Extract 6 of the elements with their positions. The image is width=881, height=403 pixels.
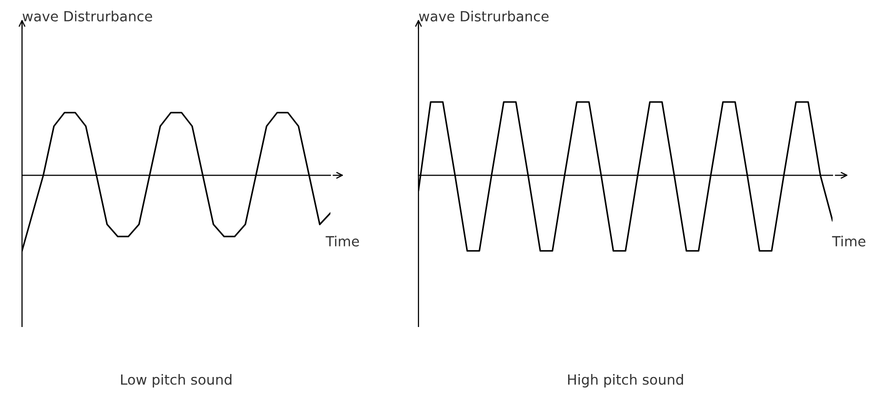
y-axis-title: wave Distrurbance xyxy=(419,10,549,22)
x-axis-title: Time xyxy=(326,236,359,247)
x-axis-title: Time xyxy=(832,236,866,247)
text: High pitch sound xyxy=(568,374,683,388)
y-axis-title: wave Distrurbance xyxy=(22,10,152,22)
text: Low pitch sound xyxy=(121,374,232,388)
